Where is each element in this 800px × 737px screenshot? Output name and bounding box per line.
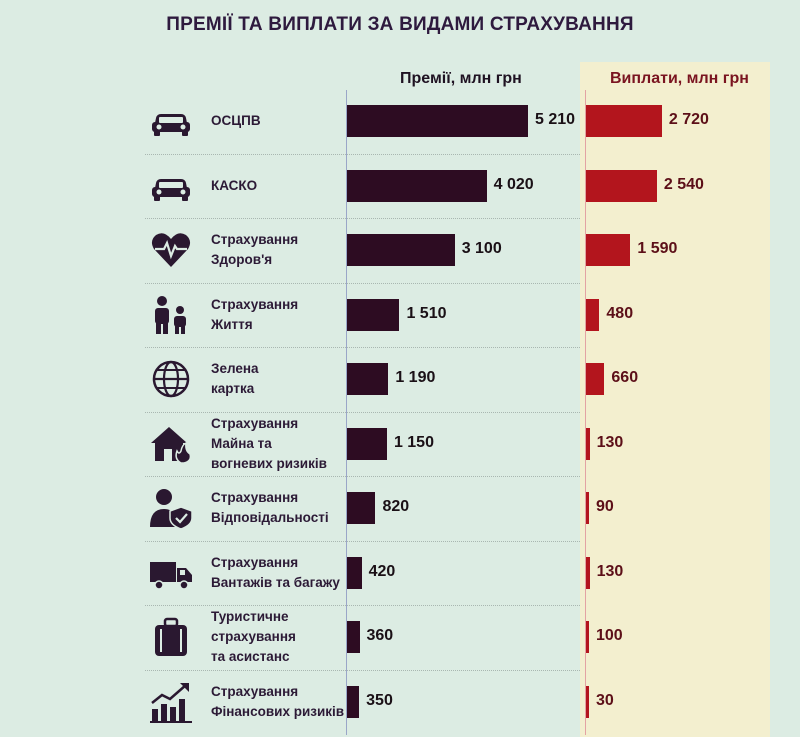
premium-bar xyxy=(347,685,360,718)
category-label: Страхування Здоров'я xyxy=(211,232,299,268)
category-label: Зелена картка xyxy=(211,361,259,397)
premium-bar xyxy=(347,492,376,525)
row-separator xyxy=(145,605,580,606)
premium-bar xyxy=(347,621,360,654)
growth-chart-icon xyxy=(148,679,194,725)
premium-value-label: 4 020 xyxy=(493,175,534,193)
premium-value-label: 420 xyxy=(368,562,396,580)
premium-value-label: 820 xyxy=(382,498,410,516)
row-separator xyxy=(145,540,580,542)
row-separator xyxy=(145,153,580,155)
payout-bar xyxy=(586,492,589,525)
car-icon xyxy=(148,163,194,209)
row-separator xyxy=(145,282,580,284)
premium-column-header: Премії, млн грн xyxy=(400,70,522,87)
category-label: КАСКО xyxy=(211,177,258,193)
payout-bar xyxy=(586,427,590,460)
payout-value-label: 130 xyxy=(596,433,624,451)
premium-value-label: 1 510 xyxy=(406,304,447,322)
premium-bar xyxy=(347,169,487,202)
payout-bar xyxy=(586,298,600,331)
payout-bar xyxy=(586,685,589,718)
payout-bar xyxy=(586,105,662,138)
row-separator xyxy=(145,347,580,348)
premium-value-label: 1 190 xyxy=(395,369,436,387)
category-label: ОСЦПВ xyxy=(211,113,261,129)
chart-title: ПРЕМІЇ ТА ВИПЛАТИ ЗА ВИДАМИ СТРАХУВАННЯ xyxy=(166,14,634,35)
family-icon xyxy=(148,292,194,338)
payout-value-label: 660 xyxy=(611,369,639,387)
payout-value-label: 130 xyxy=(596,562,624,580)
payout-value-label: 2 720 xyxy=(668,111,709,129)
payout-column-header: Виплати, млн грн xyxy=(610,70,749,87)
row-separator xyxy=(145,476,580,477)
payout-value-label: 1 590 xyxy=(637,240,678,258)
payout-bar xyxy=(586,556,590,589)
premium-axis-line xyxy=(346,90,347,735)
premium-value-label: 3 100 xyxy=(461,240,502,258)
payout-value-label: 100 xyxy=(596,627,623,645)
car-icon xyxy=(148,98,194,144)
premium-bar xyxy=(347,298,400,331)
premium-value-label: 1 150 xyxy=(393,433,434,451)
premium-bar xyxy=(347,105,528,138)
row-separator xyxy=(145,669,580,671)
payout-value-label: 480 xyxy=(606,304,634,322)
category-label: Страхування Майна та вогневих ризиків xyxy=(211,415,327,471)
category-label: Туристичне страхування та асистанс xyxy=(211,609,296,665)
globe-icon xyxy=(148,356,194,402)
category-label: Страхування Життя xyxy=(211,296,299,332)
premium-bar xyxy=(347,427,387,460)
payout-bar xyxy=(586,621,589,654)
payout-bar xyxy=(586,169,657,202)
category-label: Страхування Фінансових ризиків xyxy=(211,683,345,719)
row-separator xyxy=(145,411,580,413)
payout-value-label: 90 xyxy=(596,498,614,516)
truck-icon xyxy=(148,550,194,596)
category-label: Страхування Відповідальності xyxy=(211,490,329,526)
premium-bar xyxy=(347,234,455,267)
payout-bar xyxy=(586,363,605,396)
premium-value-label: 360 xyxy=(366,627,394,645)
heart-pulse-icon xyxy=(148,227,194,273)
category-label: Страхування Вантажів та багажу xyxy=(211,554,340,590)
payout-axis-line xyxy=(585,90,586,735)
premium-value-label: 350 xyxy=(366,691,393,709)
payout-bar xyxy=(586,234,631,267)
payout-value-label: 2 540 xyxy=(663,175,704,193)
house-fire-icon xyxy=(148,421,194,467)
suitcase-icon xyxy=(148,614,194,660)
person-shield-icon xyxy=(148,485,194,531)
premium-value-label: 5 210 xyxy=(535,111,576,129)
premium-bar xyxy=(347,363,389,396)
payout-value-label: 30 xyxy=(596,691,614,709)
premium-bar xyxy=(347,556,362,589)
row-separator xyxy=(145,218,580,219)
